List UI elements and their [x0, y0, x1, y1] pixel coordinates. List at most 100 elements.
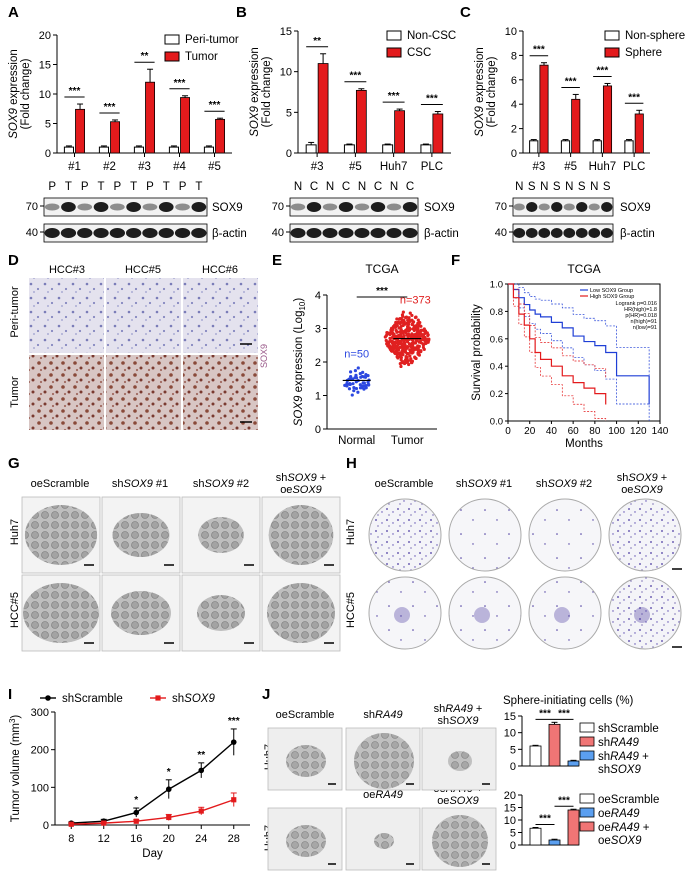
significance-label: ***	[350, 71, 362, 82]
j-col-oera49: oeRA49	[363, 789, 403, 801]
blot-band	[44, 203, 60, 211]
blot-band	[550, 228, 563, 238]
blot-band	[588, 228, 601, 238]
data-point	[360, 386, 364, 390]
x-tick-label: 120	[630, 426, 647, 437]
h-col-shscramble: oeScramble	[375, 478, 434, 490]
blot-band	[551, 202, 563, 212]
data-point	[393, 323, 397, 327]
stat-label: HR(high)=1.8	[624, 307, 657, 313]
colony-well	[448, 498, 522, 572]
data-point	[415, 325, 420, 329]
y-tick-label: 5	[510, 744, 516, 756]
lane-label: P	[114, 181, 122, 193]
bar	[529, 140, 539, 154]
y-tick-label: 0	[315, 424, 321, 436]
x-tick-label: 140	[652, 426, 669, 437]
data-point	[348, 370, 353, 374]
lane-label: N	[540, 181, 548, 193]
bar	[567, 809, 580, 846]
data-point	[230, 739, 237, 745]
bar	[98, 146, 110, 154]
blot-band	[576, 202, 588, 212]
colony-well	[368, 576, 442, 650]
data-point	[403, 338, 407, 342]
legend-label: shRA49	[598, 737, 640, 749]
lane-label: S	[553, 181, 561, 193]
blot-band	[174, 228, 191, 238]
data-point	[349, 375, 353, 379]
blot-band	[126, 202, 141, 212]
blot-band	[354, 203, 370, 211]
significance-label: **	[197, 750, 205, 761]
y-tick-label: 10	[280, 67, 292, 79]
legend-swatch	[164, 51, 180, 62]
g-col-rescue: shSOX9 +	[276, 472, 326, 484]
blot-band	[158, 228, 174, 238]
sphere-cluster	[23, 583, 99, 643]
data-point	[399, 354, 403, 358]
bar	[548, 723, 561, 767]
bar	[560, 140, 571, 154]
x-tick-label: 28	[228, 833, 240, 845]
legend-swatch	[604, 47, 620, 58]
stat-label: Logrank p=0.016	[616, 301, 657, 307]
colony-well	[448, 576, 522, 650]
y-axis-label: SOX9 expression	[249, 47, 261, 137]
n-label: n=50	[344, 348, 369, 360]
legend-label: shRA49 +	[598, 751, 649, 763]
data-point	[426, 333, 430, 338]
legend-marker	[45, 695, 51, 701]
y-axis-label: Survival probability	[471, 304, 483, 401]
bar	[63, 146, 75, 154]
ihc-image	[183, 355, 258, 430]
bar	[355, 89, 367, 154]
legend-swatch	[604, 30, 620, 41]
blot-band	[575, 228, 588, 238]
x-tick-label: 60	[568, 426, 580, 437]
blot-label-actin: β-actin	[620, 228, 655, 240]
data-point	[392, 347, 396, 351]
data-point	[354, 373, 358, 378]
data-point	[353, 369, 358, 373]
data-point	[403, 346, 407, 350]
ihc-row-tumor: Tumor	[9, 376, 21, 408]
data-point	[405, 333, 409, 337]
g-col-rescue-2: oeSOX9	[280, 484, 322, 496]
bar	[539, 64, 549, 154]
data-point	[416, 318, 420, 322]
y-tick-label: 0	[286, 148, 292, 160]
panel-letter-a: A	[8, 4, 19, 21]
sphere-cluster	[354, 733, 414, 789]
data-point	[404, 329, 408, 333]
significance-label: ***	[426, 94, 438, 105]
ihc-image	[106, 278, 181, 353]
blot-band	[61, 202, 76, 212]
bar	[133, 146, 144, 154]
bar	[168, 146, 179, 154]
y-tick-label: 20	[504, 790, 516, 802]
y-tick-label: 15	[504, 711, 516, 723]
x-tick-label: #3	[311, 161, 324, 173]
data-point	[406, 352, 410, 356]
data-point	[407, 316, 411, 320]
data-point	[166, 814, 172, 821]
data-point	[399, 358, 403, 362]
blot-band	[125, 228, 142, 238]
blot-label-sox9: SOX9	[424, 202, 455, 214]
data-point	[101, 820, 107, 826]
blot-band	[306, 228, 322, 238]
data-point	[413, 355, 417, 359]
blot-band	[93, 202, 109, 212]
significance-label: ***	[228, 716, 240, 727]
sphere-image	[181, 496, 261, 574]
j-col-shscramble: oeScramble	[276, 709, 335, 721]
ihc-image	[29, 355, 104, 430]
blot-band	[513, 228, 526, 238]
lane-label: N	[590, 181, 598, 193]
data-point	[404, 360, 408, 365]
colony-well	[368, 498, 442, 572]
mw-marker: 40	[26, 227, 38, 239]
